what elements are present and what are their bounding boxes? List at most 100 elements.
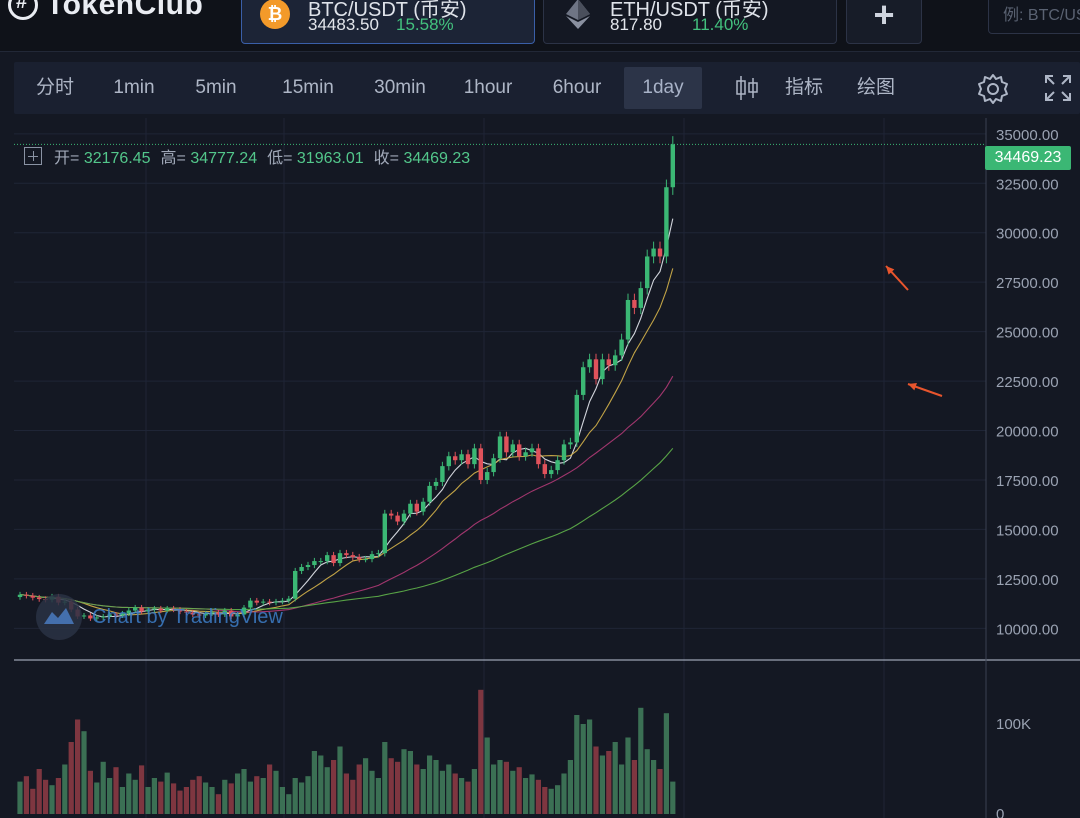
gear-icon[interactable]: [976, 72, 1010, 106]
collapse-legend-icon[interactable]: [24, 147, 42, 165]
volume-bar: [561, 773, 567, 814]
volume-bar: [375, 778, 381, 814]
candle: [325, 551, 330, 565]
price-tick-label: 30000.00: [996, 226, 1059, 243]
candle: [337, 549, 343, 567]
timeframe-5min[interactable]: 5min: [195, 77, 237, 98]
candle-body: [331, 555, 336, 564]
ticker-btc-usdt[interactable]: ₿ BTC/USDT (币安) 34483.50 15.58%: [241, 0, 535, 44]
volume-bar: [369, 770, 375, 814]
tradingview-watermark[interactable]: Chart by TradingView: [36, 594, 283, 640]
fullscreen-icon[interactable]: [1044, 74, 1072, 102]
candle-body: [152, 608, 157, 610]
volume-bar: [619, 764, 625, 814]
candle-body: [312, 561, 317, 566]
annotation-arrow: [885, 265, 909, 291]
candle: [440, 461, 445, 487]
ethereum-icon: [566, 0, 590, 29]
candle-body: [517, 444, 522, 457]
volume-bar: [23, 776, 29, 814]
candle-body: [190, 612, 195, 615]
annotation-arrow: [907, 383, 943, 397]
candle-body: [363, 559, 368, 561]
timeframe-tick[interactable]: 分时: [35, 77, 74, 98]
plus-icon: +: [873, 0, 895, 35]
timeframe-1day[interactable]: 1day: [624, 67, 702, 109]
candle-body: [670, 144, 675, 188]
volume-bar: [17, 781, 23, 814]
candle: [414, 499, 419, 516]
timeframe-30min[interactable]: 30min: [374, 77, 426, 98]
candle: [619, 333, 624, 362]
drawing-button[interactable]: 绘图: [856, 77, 895, 98]
candle-body: [529, 448, 535, 453]
ticker-change: 11.40%: [692, 15, 749, 34]
candle-body: [101, 616, 106, 618]
volume-bar: [407, 751, 413, 814]
volume-bar: [196, 776, 202, 814]
volume-bar: [593, 746, 599, 814]
candle-body: [203, 613, 208, 616]
timeframe-15min[interactable]: 15min: [282, 77, 334, 98]
candle-type-icon[interactable]: [734, 74, 760, 102]
timeframe-1min[interactable]: 1min: [113, 77, 155, 98]
volume-bar: [164, 772, 170, 814]
candle: [197, 611, 202, 619]
chart-canvas[interactable]: 35000.00 32500.00 30000.00 27500.00 25000.00…: [0, 118, 1080, 818]
candle: [216, 609, 221, 618]
symbol-search-input[interactable]: 例: BTC/USDT: [988, 0, 1080, 34]
volume-bar: [612, 742, 618, 814]
annotation-arrows: [885, 265, 943, 397]
timeframe-6hour[interactable]: 6hour: [552, 77, 602, 98]
indicators-button[interactable]: 指标: [784, 77, 823, 98]
candle-body: [145, 609, 151, 612]
candle-body: [427, 485, 432, 502]
candle: [312, 557, 317, 569]
volume-bar: [190, 779, 196, 814]
candle: [350, 551, 355, 561]
candle-body: [459, 454, 464, 461]
volume-bar: [311, 751, 317, 814]
volume-bar: [631, 760, 637, 814]
volume-bar: [503, 761, 509, 814]
volume-bar: [420, 769, 426, 814]
tokenclub-logo-icon: [8, 0, 38, 20]
candle-body: [248, 600, 253, 608]
volume-bar: [119, 787, 125, 814]
candle-body: [350, 555, 355, 558]
candle: [145, 606, 151, 615]
volume-bar: [427, 755, 433, 814]
candle: [158, 605, 163, 614]
volume-bar: [151, 778, 157, 814]
volume-bar: [625, 737, 631, 814]
candle-body: [638, 288, 643, 308]
candle: [606, 353, 611, 371]
price-chart[interactable]: 35000.00 32500.00 30000.00 27500.00 25000.00…: [0, 118, 1080, 818]
candle-body: [139, 607, 144, 612]
candle: [517, 439, 522, 461]
candle: [382, 509, 387, 557]
candle: [209, 609, 215, 617]
volume-bar: [395, 761, 401, 814]
candle: [369, 550, 375, 563]
candle-body: [113, 614, 119, 616]
price-tick-label: 17500.00: [996, 473, 1059, 490]
app-logo[interactable]: TokenClub: [8, 0, 203, 22]
candle-body: [24, 594, 29, 596]
candle: [504, 431, 509, 457]
candle-body: [325, 555, 330, 562]
candle: [30, 592, 35, 601]
volume-bar: [363, 758, 369, 814]
candle-body: [88, 615, 93, 619]
volume-bar: [241, 769, 247, 814]
candle: [344, 549, 349, 559]
timeframe-1hour[interactable]: 1hour: [463, 77, 513, 98]
candle-body: [126, 610, 131, 614]
add-ticker-button[interactable]: +: [846, 0, 922, 44]
candle: [305, 561, 311, 571]
ticker-eth-usdt[interactable]: ETH/USDT (币安) 817.80 11.40%: [543, 0, 837, 44]
ticker-bar: TokenClub ₿ BTC/USDT (币安) 34483.50 15.58…: [0, 0, 1080, 52]
candle: [241, 604, 247, 618]
volume-bar: [228, 783, 234, 814]
tradingview-logo-icon: [36, 594, 82, 640]
